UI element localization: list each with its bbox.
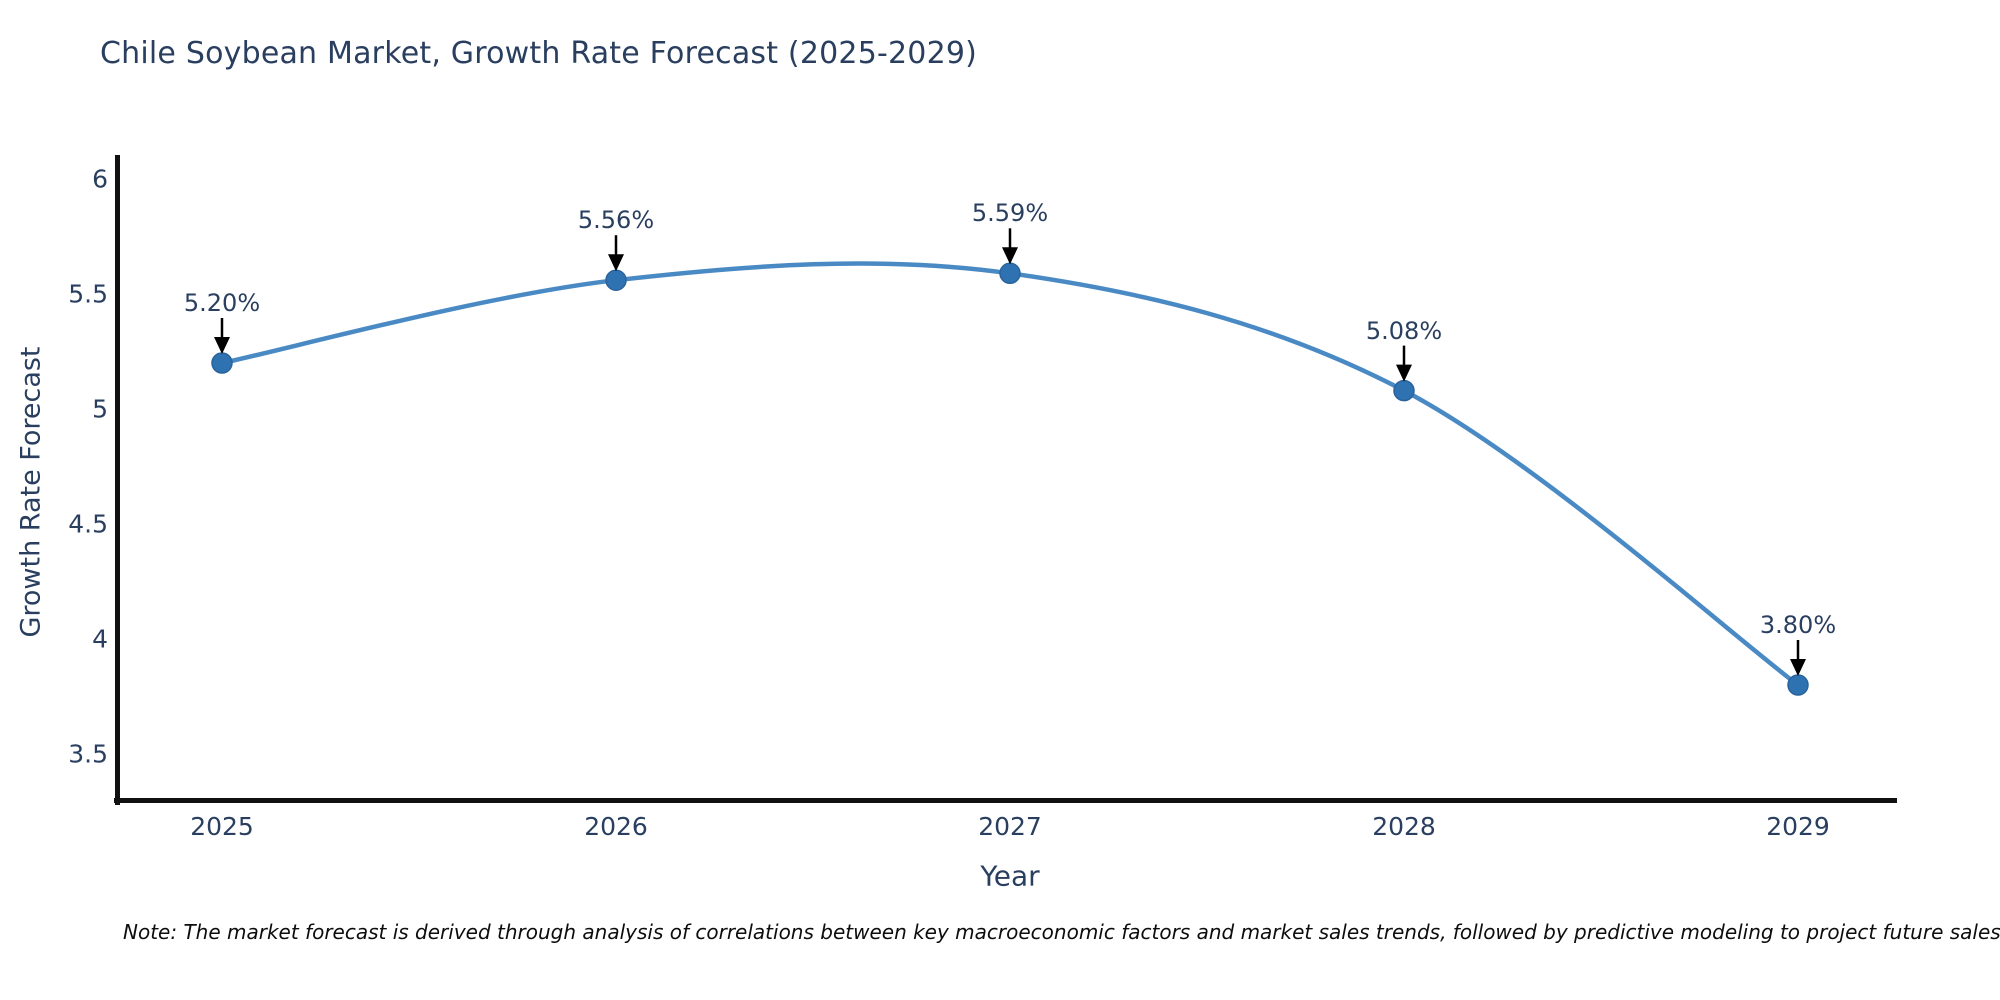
data-point-label: 5.08% — [1365, 316, 1443, 345]
data-point-label: 5.56% — [577, 206, 655, 235]
data-point-label: 3.80% — [1759, 611, 1837, 639]
footnote: Note: The market forecast is derived thr… — [123, 920, 2000, 944]
data-point-marker — [211, 352, 233, 374]
y-axis-tick-label: 5 — [92, 394, 108, 424]
annotation-arrow-head — [1396, 364, 1412, 382]
forecast-line — [219, 261, 1801, 688]
x-axis-tick-label: 2025 — [190, 812, 254, 841]
x-axis-tick-label: 2026 — [584, 812, 648, 841]
y-axis-tick-label: 6 — [92, 164, 108, 194]
y-axis-tick-label: 4 — [92, 624, 108, 654]
x-axis-tick-label: 2027 — [978, 812, 1042, 841]
y-axis-tick-label: 3.5 — [68, 739, 108, 769]
data-point-marker — [605, 269, 627, 291]
y-axis-tick-label: 5.5 — [68, 279, 108, 309]
x-axis-title: Year — [980, 859, 1040, 893]
x-axis-tick-label: 2029 — [1766, 812, 1830, 841]
data-point-marker — [1393, 379, 1415, 402]
y-axis-tick-label: 4.5 — [68, 509, 108, 539]
x-axis-tick-label: 2028 — [1372, 812, 1436, 841]
data-point-marker — [999, 262, 1021, 285]
annotation-arrow-head — [1002, 247, 1018, 265]
chart-title: Chile Soybean Market, Growth Rate Foreca… — [100, 36, 978, 71]
data-point-marker — [1787, 674, 1809, 696]
annotation-arrow-head — [214, 337, 230, 354]
data-point-label: 5.20% — [183, 289, 261, 317]
annotation-arrow-head — [1790, 659, 1806, 676]
data-point-label: 5.59% — [971, 199, 1049, 228]
annotation-arrow-head — [608, 254, 624, 272]
y-axis-title: Growth Rate Forecast — [15, 346, 47, 638]
